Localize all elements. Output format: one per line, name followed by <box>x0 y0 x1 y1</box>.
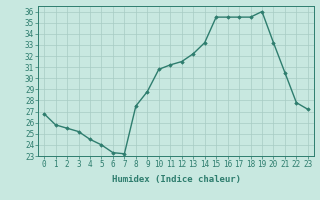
X-axis label: Humidex (Indice chaleur): Humidex (Indice chaleur) <box>111 175 241 184</box>
